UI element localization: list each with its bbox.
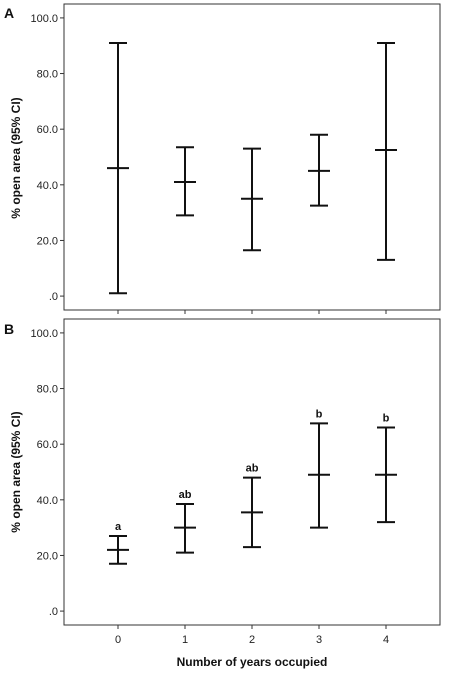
panel-b: B % open area (95% CI) .0 20.0 40.0 60.0 80.…: [4, 318, 441, 669]
panel-b-significance-letter: ab: [179, 489, 192, 501]
panel-b-error-bar: b: [308, 408, 330, 529]
panel-a-y-ticks: .0 20.0 40.0 60.0 80.0 100.0: [30, 13, 64, 303]
panel-b-x-tick-label: 3: [316, 634, 322, 646]
panel-a-y-tick-label: 20.0: [37, 235, 58, 247]
panel-b-x-tick-label: 2: [249, 634, 255, 646]
panel-b-x-tick-label: 4: [383, 634, 389, 646]
panel-a-y-tick-label: .0: [49, 291, 58, 303]
panel-b-error-bars: a ab ab b b: [107, 408, 397, 565]
panel-b-y-axis-title: % open area (95% CI): [9, 411, 23, 532]
panel-a-x-ticks: [117, 310, 387, 314]
panel-b-significance-letter: ab: [246, 463, 259, 475]
panel-a: A % open area (95% CI) .0 20.0 40.0 60.0 80.…: [4, 3, 441, 314]
panel-a-error-bar: [107, 41, 129, 295]
panel-a-y-tick-label: 80.0: [37, 69, 58, 81]
panel-a-error-bar: [308, 133, 330, 207]
panel-a-y-tick-label: 60.0: [37, 124, 58, 136]
panel-a-y-tick-label: 40.0: [37, 180, 58, 192]
panel-b-significance-letter: b: [316, 408, 323, 420]
panel-b-significance-letter: b: [383, 412, 390, 424]
panel-b-y-tick-label: 40.0: [37, 495, 58, 507]
panel-a-label: A: [4, 5, 14, 21]
panel-b-error-bar: b: [375, 412, 397, 524]
panel-b-x-tick-label: 1: [182, 634, 188, 646]
panel-a-error-bar: [174, 146, 196, 217]
panel-b-y-tick-label: 20.0: [37, 550, 58, 562]
panel-a-error-bar: [375, 41, 397, 261]
panel-a-error-bars: [107, 41, 397, 295]
panel-b-error-bar: ab: [174, 489, 196, 554]
panel-a-y-axis-title: % open area (95% CI): [9, 97, 23, 218]
panel-b-y-tick-label: .0: [49, 606, 58, 618]
panel-b-y-tick-label: 80.0: [37, 384, 58, 396]
panel-b-error-bar: a: [107, 521, 129, 565]
panel-b-y-tick-label: 100.0: [30, 328, 58, 340]
panel-b-significance-letter: a: [115, 521, 122, 533]
panel-b-x-ticks: 0 1 2 3 4: [115, 625, 389, 646]
panel-a-y-tick-label: 100.0: [30, 13, 58, 25]
panel-a-error-bar: [241, 147, 263, 252]
panel-b-x-axis-title: Number of years occupied: [177, 655, 328, 669]
panel-b-x-tick-label: 0: [115, 634, 121, 646]
panel-b-label: B: [4, 321, 14, 337]
panel-b-error-bar: ab: [241, 463, 263, 549]
panel-b-y-ticks: .0 20.0 40.0 60.0 80.0 100.0: [30, 328, 64, 618]
panel-b-y-tick-label: 60.0: [37, 439, 58, 451]
